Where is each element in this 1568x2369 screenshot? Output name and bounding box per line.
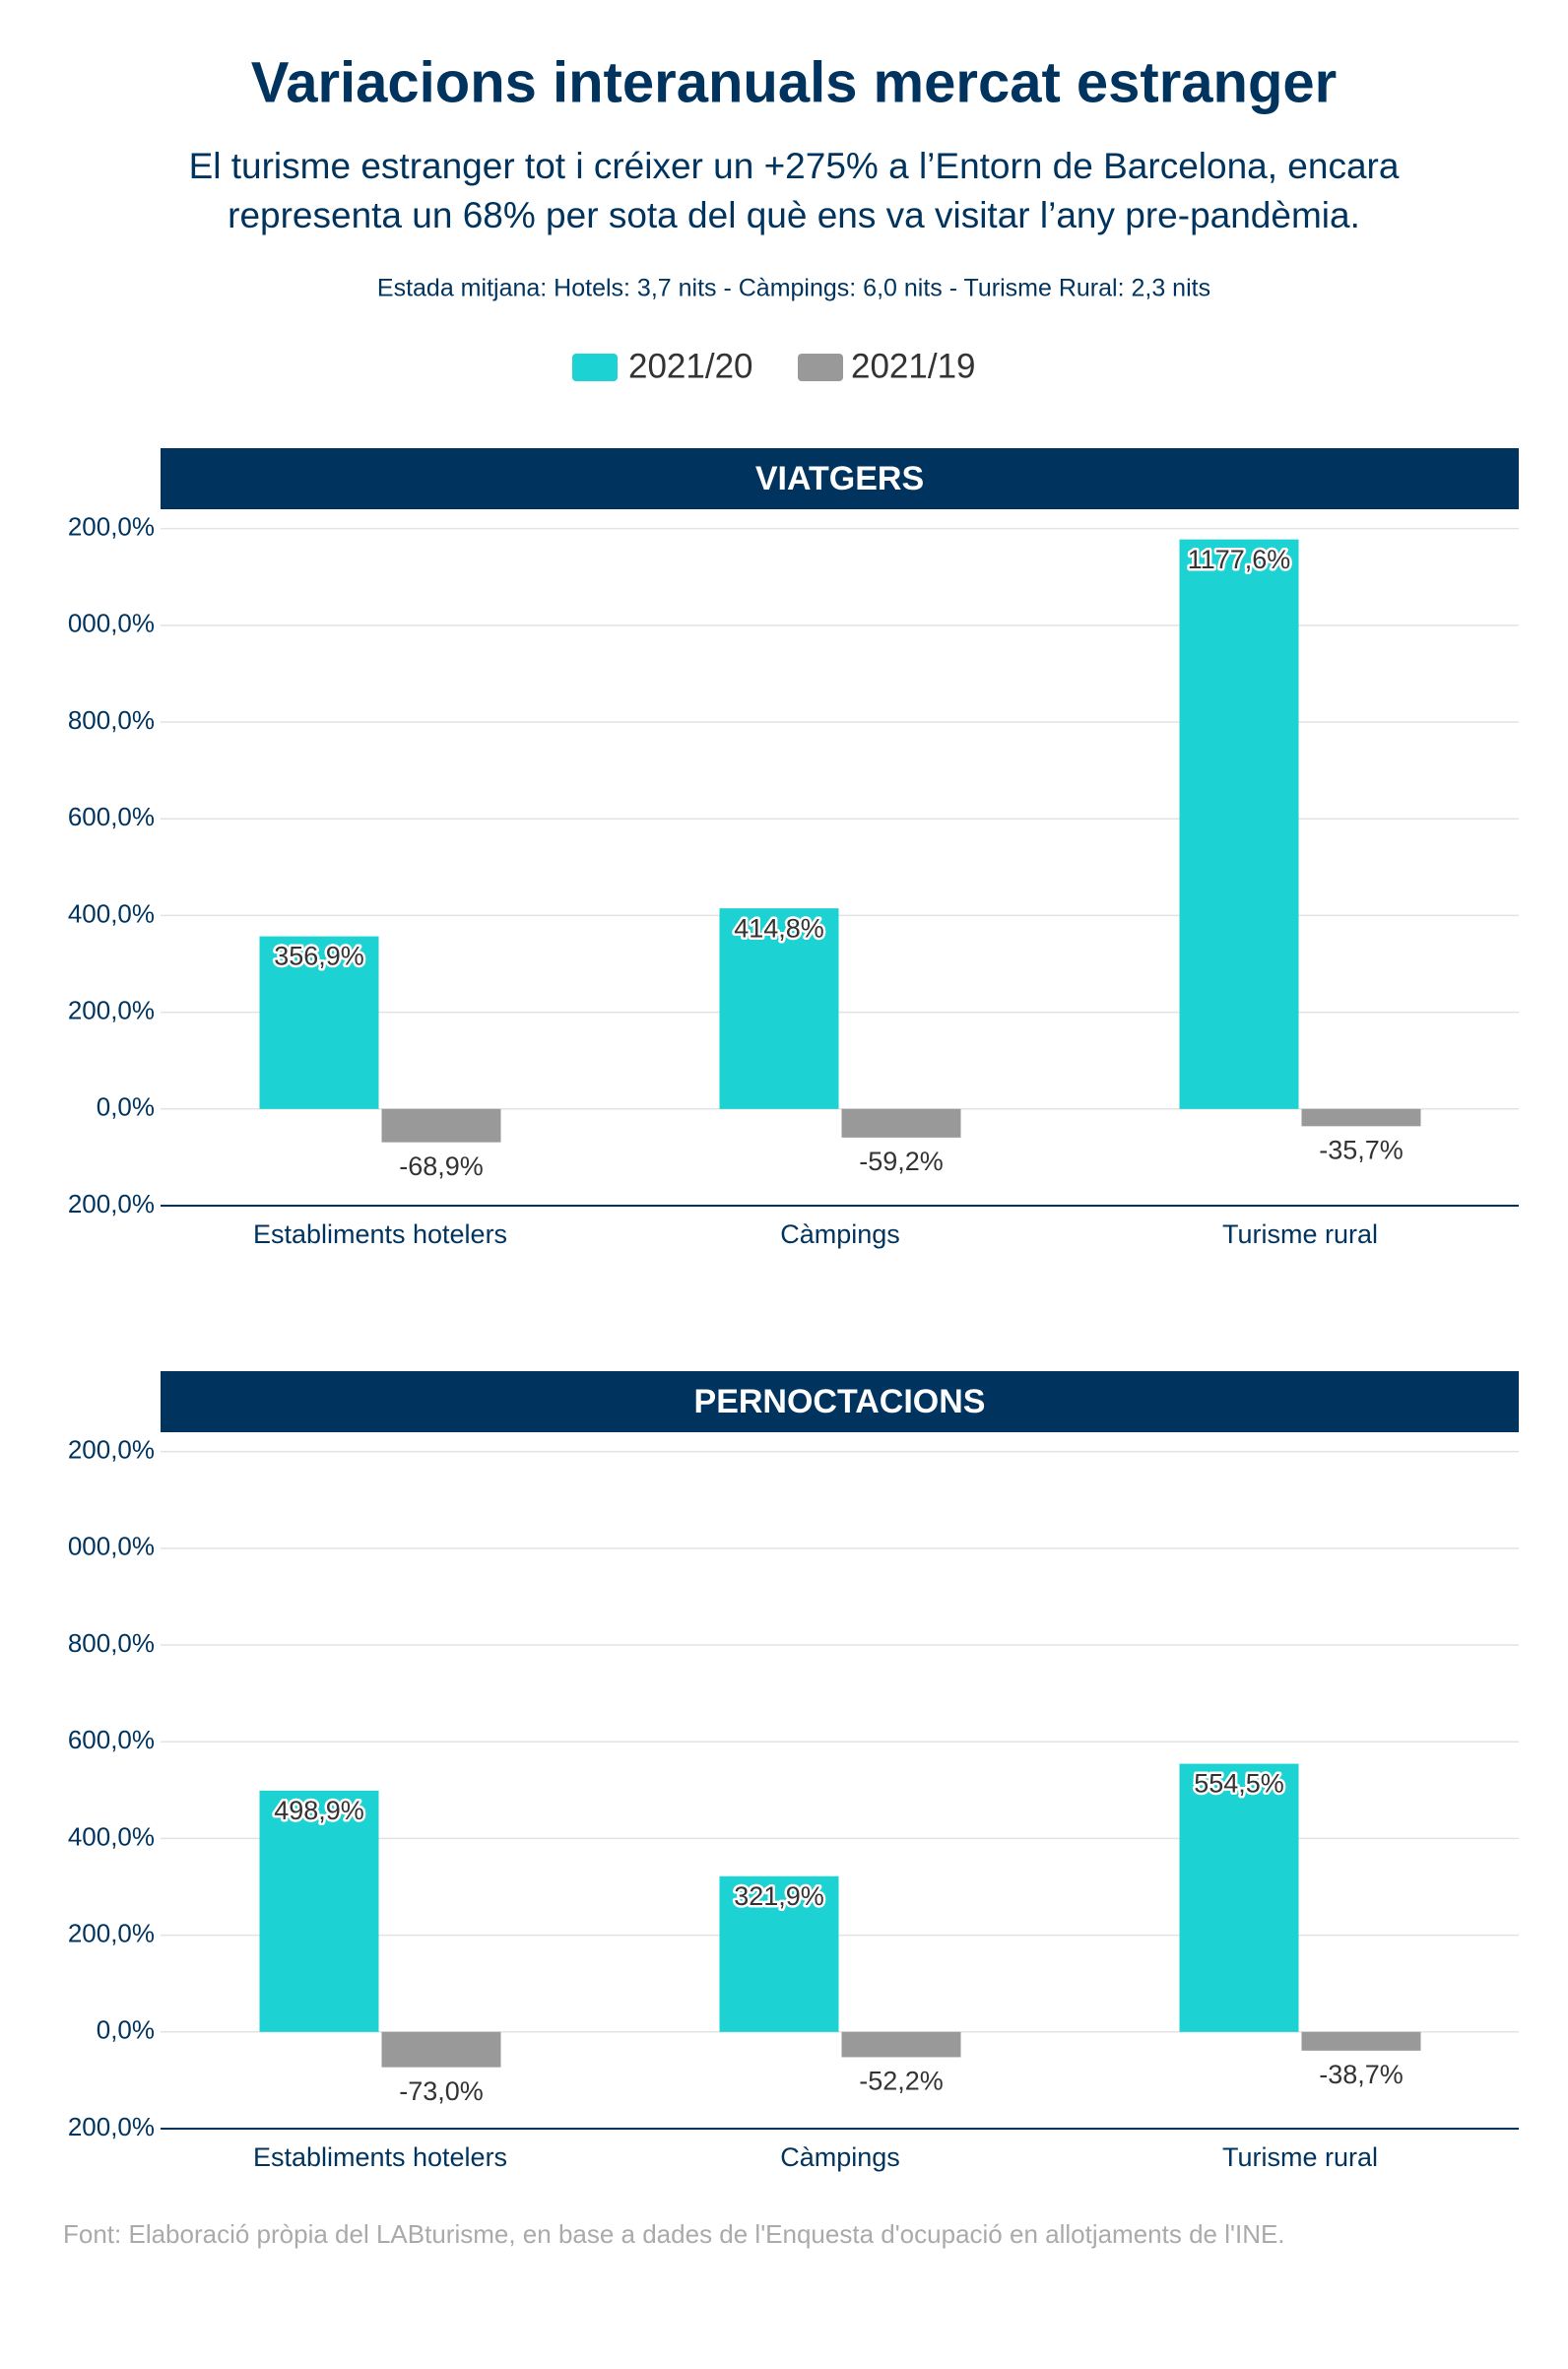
panel-header [161,448,1519,509]
source: Font: Elaboració pròpia del LABturisme, … [63,2219,1285,2249]
subtitle: El turisme estranger tot i créixer un +2… [189,146,1400,186]
bar [1301,1108,1421,1127]
y-tick-label: 200,0% [68,512,155,542]
bar [719,908,839,1109]
bar [259,1790,379,2032]
y-tick-label: 800,0% [68,1628,155,1658]
y-tick-label: 200,0% [68,1918,155,1947]
data-label: -73,0% [399,2076,484,2106]
y-tick-label: 400,0% [68,1821,155,1851]
x-tick-label: Turisme rural [1222,1219,1378,1249]
data-label: 554,5% [1194,1769,1284,1799]
y-tick-label: 200,0% [68,1435,155,1465]
data-label: 1177,6% [1188,545,1291,574]
bar [381,1108,501,1143]
y-tick-label: 200,0% [68,2112,155,2141]
bar [719,1875,839,2032]
y-tick-label: 600,0% [68,802,155,831]
panel-title: PERNOCTACIONS [694,1383,986,1420]
data-label: 356,9% [274,942,364,971]
y-tick-label: 0,0% [97,2015,155,2045]
y-tick-label: 800,0% [68,705,155,735]
bar [841,1108,961,1138]
bar [259,936,379,1109]
data-label: 414,8% [734,913,824,943]
bar [1179,1763,1299,2032]
y-tick-label: 000,0% [68,1532,155,1561]
data-label: -59,2% [859,1147,944,1176]
data-label: 498,9% [274,1796,364,1825]
y-tick-label: 600,0% [68,1725,155,1754]
data-label: -68,9% [399,1152,484,1181]
bar [1301,2031,1421,2051]
data-label: -52,2% [859,2067,944,2096]
x-tick-label: Càmpings [780,2142,900,2172]
legend-swatch [572,354,618,381]
x-tick-label: Càmpings [780,1219,900,1249]
legend-label: 2021/19 [851,347,976,385]
subtitle: representa un 68% per sota del què ens v… [228,195,1360,235]
x-tick-label: Turisme rural [1222,2142,1378,2172]
legend-label: 2021/20 [628,347,753,385]
y-tick-label: 0,0% [97,1092,155,1122]
data-label: -38,7% [1319,2060,1404,2089]
y-tick-label: 200,0% [68,1189,155,1218]
bar [381,2031,501,2068]
data-label: -35,7% [1319,1135,1404,1164]
data-label: 321,9% [734,1881,824,1911]
note: Estada mitjana: Hotels: 3,7 nits - Càmpi… [377,275,1210,302]
x-tick-label: Establiments hotelers [253,2142,507,2172]
bar [1179,539,1299,1109]
y-tick-label: 200,0% [68,995,155,1024]
panel-header [161,1371,1519,1432]
legend-swatch [798,354,843,381]
bar [841,2031,961,2058]
page-title: Variacions interanuals mercat estranger [251,50,1338,114]
y-tick-label: 400,0% [68,898,155,928]
panel-title: VIATGERS [755,460,924,497]
x-tick-label: Establiments hotelers [253,1219,507,1249]
y-tick-label: 000,0% [68,609,155,638]
